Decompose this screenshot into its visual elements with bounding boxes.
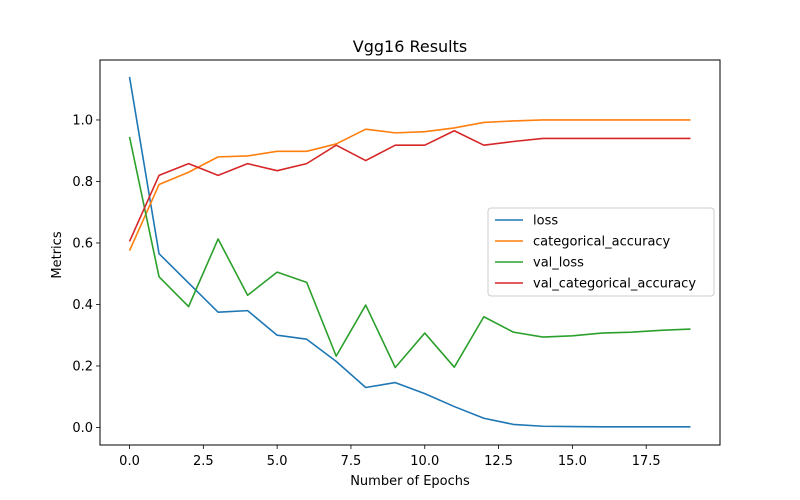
y-axis-label: Metrics — [50, 231, 65, 278]
y-tick-label: 0.4 — [72, 298, 93, 313]
legend-label-val-categorical-accuracy: val_categorical_accuracy — [533, 277, 696, 292]
y-tick-label: 0.6 — [72, 236, 93, 251]
x-tick-label: 0.0 — [119, 454, 140, 469]
y-axis-ticks: 0.0 0.2 0.4 0.6 0.8 1.0 — [72, 113, 100, 436]
x-tick-label: 5.0 — [267, 454, 288, 469]
x-tick-label: 7.5 — [341, 454, 362, 469]
plot-frame — [99, 59, 721, 446]
y-tick-label: 0.2 — [72, 359, 93, 374]
x-tick-label: 15.0 — [558, 454, 587, 469]
legend-label-val-loss: val_loss — [533, 256, 584, 271]
y-tick-label: 1.0 — [72, 113, 93, 128]
y-tick-label: 0.0 — [72, 421, 93, 436]
series-layer — [128, 76, 691, 428]
legend-box — [487, 207, 715, 297]
chart-title: Vgg16 Results — [353, 37, 467, 56]
legend: loss categorical_accuracy val_loss val_cate… — [487, 207, 715, 297]
series-line-val-categorical-accuracy — [128, 129, 691, 242]
y-tick-label: 0.8 — [72, 175, 93, 190]
x-axis-ticks: 0.0 2.5 5.0 7.5 10.0 12.5 15.0 17.5 — [119, 445, 661, 469]
series-line-categorical-accuracy — [128, 119, 691, 251]
x-tick-label: 12.5 — [484, 454, 513, 469]
series-line-loss — [128, 76, 691, 428]
legend-label-categorical-accuracy: categorical_accuracy — [533, 235, 671, 250]
x-tick-label: 10.0 — [410, 454, 439, 469]
series-line-val-loss — [128, 136, 691, 369]
legend-label-loss: loss — [533, 214, 558, 229]
x-axis-label: Number of Epochs — [350, 474, 470, 489]
x-tick-label: 2.5 — [193, 454, 214, 469]
x-tick-label: 17.5 — [632, 454, 661, 469]
